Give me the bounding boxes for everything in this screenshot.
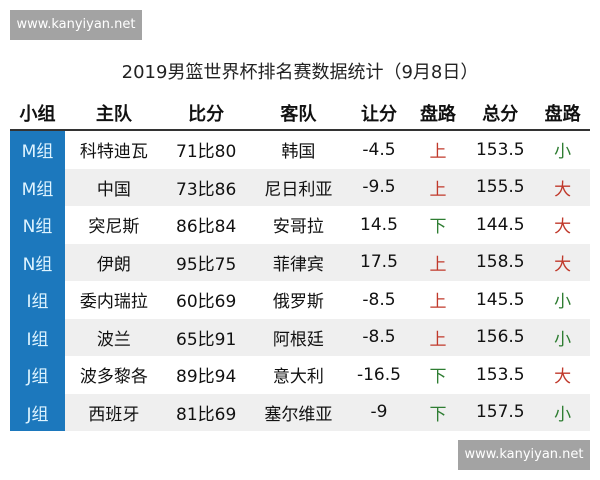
cell-away: 韩国 xyxy=(281,142,316,163)
table-row: N组 突尼斯 86比84 安哥拉 14.5 下 144.5 大 xyxy=(10,206,590,244)
cell-handicap: 14.5 xyxy=(360,214,398,235)
cell-away: 阿根廷 xyxy=(249,318,348,356)
cell-group: M组 xyxy=(10,168,65,206)
table-header: 小组 主队 比分 客队 让分 盘路 总分 盘路 xyxy=(10,97,590,131)
cell-score: 71比80 xyxy=(176,142,237,163)
cell-ou: 大 xyxy=(535,243,590,281)
watermark-top: www.kanyiyan.net xyxy=(10,10,142,40)
cell-home: 波多黎各 xyxy=(79,367,148,388)
cell-handicap: -4.5 xyxy=(362,139,396,160)
cell-away: 菲律宾 xyxy=(249,243,348,281)
cell-score: 86比84 xyxy=(176,217,237,238)
cell-home: 中国 xyxy=(65,168,163,206)
cell-home: 科特迪瓦 xyxy=(79,142,148,163)
cell-pan: 上 xyxy=(410,243,466,281)
cell-handicap: 17.5 xyxy=(347,243,411,281)
cell-away: 意大利 xyxy=(272,367,324,388)
header-home: 主队 xyxy=(65,97,163,131)
header-pan: 盘路 xyxy=(410,97,466,131)
header-ou: 盘路 xyxy=(535,97,590,131)
cell-group: I组 xyxy=(10,318,65,356)
cell-total: 153.5 xyxy=(475,364,525,385)
watermark-bottom: www.kanyiyan.net xyxy=(458,440,590,470)
cell-away: 安哥拉 xyxy=(272,217,324,238)
cell-group: N组 xyxy=(10,206,65,244)
cell-away: 尼日利亚 xyxy=(249,168,348,206)
cell-pan: 下 xyxy=(429,367,447,388)
cell-pan: 上 xyxy=(429,142,447,163)
cell-total: 158.5 xyxy=(465,243,536,281)
cell-ou: 大 xyxy=(554,367,572,388)
cell-ou: 大 xyxy=(535,168,590,206)
cell-pan: 下 xyxy=(410,393,466,431)
cell-handicap: -9 xyxy=(347,393,411,431)
cell-handicap: -9.5 xyxy=(347,168,411,206)
cell-group: M组 xyxy=(10,130,65,169)
page-title: 2019男篮世界杯排名赛数据统计（9月8日） xyxy=(121,62,479,83)
cell-group: I组 xyxy=(10,281,65,319)
cell-pan: 上 xyxy=(410,318,466,356)
cell-pan: 上 xyxy=(429,292,447,313)
cell-ou: 大 xyxy=(554,217,572,238)
cell-ou: 小 xyxy=(535,393,590,431)
table-row: M组 中国 73比86 尼日利亚 -9.5 上 155.5 大 xyxy=(10,168,590,206)
header-score: 比分 xyxy=(162,97,250,131)
cell-score: 60比69 xyxy=(176,292,237,313)
cell-total: 153.5 xyxy=(475,139,525,160)
header-group: 小组 xyxy=(10,97,65,131)
cell-away: 俄罗斯 xyxy=(272,292,324,313)
cell-handicap: -16.5 xyxy=(356,364,401,385)
cell-total: 144.5 xyxy=(475,214,525,235)
cell-total: 156.5 xyxy=(465,318,536,356)
stats-table: 小组 主队 比分 客队 让分 盘路 总分 盘路 M组 科特迪瓦 71比80 韩国 -4.… xyxy=(10,97,590,431)
cell-pan: 下 xyxy=(429,217,447,238)
cell-ou: 小 xyxy=(554,292,572,313)
cell-home: 委内瑞拉 xyxy=(79,292,148,313)
table-row: J组 波多黎各 89比94 意大利 -16.5 下 153.5 大 xyxy=(10,356,590,394)
cell-group: N组 xyxy=(10,243,65,281)
cell-total: 157.5 xyxy=(465,393,536,431)
table-row: I组 委内瑞拉 60比69 俄罗斯 -8.5 上 145.5 小 xyxy=(10,281,590,319)
header-total: 总分 xyxy=(465,97,536,131)
cell-score: 65比91 xyxy=(162,318,250,356)
table-row: I组 波兰 65比91 阿根廷 -8.5 上 156.5 小 xyxy=(10,318,590,356)
cell-score: 73比86 xyxy=(162,168,250,206)
cell-group: J组 xyxy=(10,393,65,431)
cell-score: 81比69 xyxy=(162,393,250,431)
cell-home: 波兰 xyxy=(65,318,163,356)
table-row: M组 科特迪瓦 71比80 韩国 -4.5 上 153.5 小 xyxy=(10,130,590,169)
cell-pan: 上 xyxy=(410,168,466,206)
table-row: N组 伊朗 95比75 菲律宾 17.5 上 158.5 大 xyxy=(10,243,590,281)
cell-ou: 小 xyxy=(554,142,572,163)
cell-home: 西班牙 xyxy=(65,393,163,431)
cell-score: 89比94 xyxy=(176,367,237,388)
table-row: J组 西班牙 81比69 塞尔维亚 -9 下 157.5 小 xyxy=(10,393,590,431)
cell-home: 伊朗 xyxy=(65,243,163,281)
cell-group: J组 xyxy=(10,356,65,394)
header-away: 客队 xyxy=(249,97,348,131)
cell-total: 155.5 xyxy=(465,168,536,206)
cell-score: 95比75 xyxy=(162,243,250,281)
cell-ou: 小 xyxy=(535,318,590,356)
cell-handicap: -8.5 xyxy=(347,318,411,356)
header-handicap: 让分 xyxy=(347,97,411,131)
cell-total: 145.5 xyxy=(475,289,525,310)
cell-home: 突尼斯 xyxy=(88,217,140,238)
cell-handicap: -8.5 xyxy=(362,289,396,310)
cell-away: 塞尔维亚 xyxy=(249,393,348,431)
